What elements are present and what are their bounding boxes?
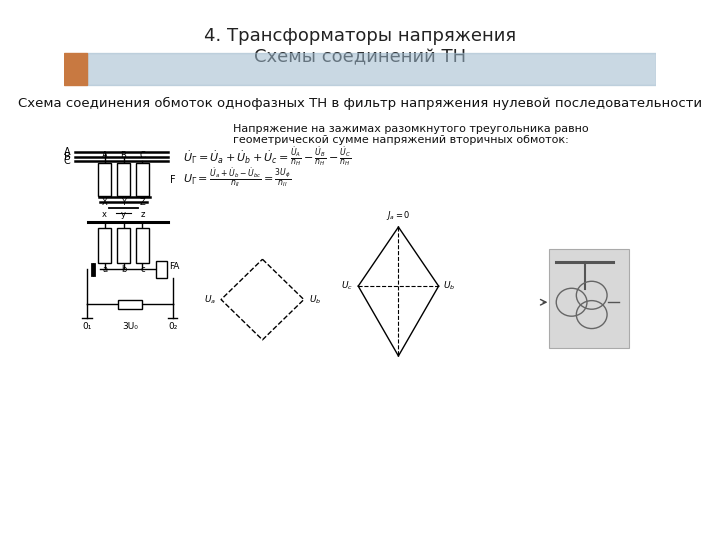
Text: 3U₀: 3U₀ xyxy=(122,322,138,331)
Bar xyxy=(98,163,111,196)
Text: 0₁: 0₁ xyxy=(82,322,91,331)
Text: X: X xyxy=(102,198,107,207)
Text: $U_b$: $U_b$ xyxy=(309,293,321,306)
Text: $U_c$: $U_c$ xyxy=(341,280,354,292)
Text: F: F xyxy=(170,175,175,185)
Text: Схема соединения обмоток однофазных ТН в фильтр напряжения нулевой последователь: Схема соединения обмоток однофазных ТН в… xyxy=(18,97,702,110)
Bar xyxy=(117,228,130,263)
Text: Схемы соединений ТН: Схемы соединений ТН xyxy=(254,49,466,67)
Text: FA: FA xyxy=(169,262,179,271)
Bar xyxy=(117,163,130,196)
Text: C: C xyxy=(63,157,71,166)
Text: Напряжение на зажимах разомкнутого треугольника равно: Напряжение на зажимах разомкнутого треуг… xyxy=(233,124,588,134)
Text: y: y xyxy=(121,210,126,219)
Text: $\dot{U}_{\Gamma} = \dot{U}_a + \dot{U}_b + \dot{U}_c = \frac{\dot{U}_A}{n_H} - : $\dot{U}_{\Gamma} = \dot{U}_a + \dot{U}_… xyxy=(183,146,351,169)
Text: C: C xyxy=(140,151,145,160)
Bar xyxy=(156,261,167,278)
Text: c: c xyxy=(140,265,145,274)
Text: $J_a=0$: $J_a=0$ xyxy=(386,208,410,221)
Text: z: z xyxy=(140,210,145,219)
Text: $U_a$: $U_a$ xyxy=(204,293,217,306)
Text: B: B xyxy=(63,152,71,161)
Text: x: x xyxy=(102,210,107,219)
Text: Y: Y xyxy=(121,198,126,207)
Text: 0₂: 0₂ xyxy=(168,322,177,331)
Bar xyxy=(136,228,149,263)
Bar xyxy=(136,163,149,196)
Bar xyxy=(87,53,655,85)
Text: B: B xyxy=(121,151,127,160)
Bar xyxy=(98,228,111,263)
Text: 4. Трансформаторы напряжения: 4. Трансформаторы напряжения xyxy=(204,28,516,45)
Bar xyxy=(118,300,142,309)
Text: b: b xyxy=(121,265,126,274)
Bar xyxy=(549,248,629,348)
Text: a: a xyxy=(102,265,107,274)
Text: геометрической сумме напряжений вторичных обмоток:: геометрической сумме напряжений вторичны… xyxy=(233,135,569,145)
Text: $U_b$: $U_b$ xyxy=(444,280,456,292)
Bar xyxy=(65,53,87,85)
Text: A: A xyxy=(102,151,107,160)
Text: $U_{\Gamma} = \frac{\dot{U}_a + \dot{U}_b - \dot{U}_{bc}}{n_{II}} = \frac{3U_\ph: $U_{\Gamma} = \frac{\dot{U}_a + \dot{U}_… xyxy=(183,167,291,190)
Text: Z: Z xyxy=(140,198,145,207)
Text: A: A xyxy=(64,147,71,157)
